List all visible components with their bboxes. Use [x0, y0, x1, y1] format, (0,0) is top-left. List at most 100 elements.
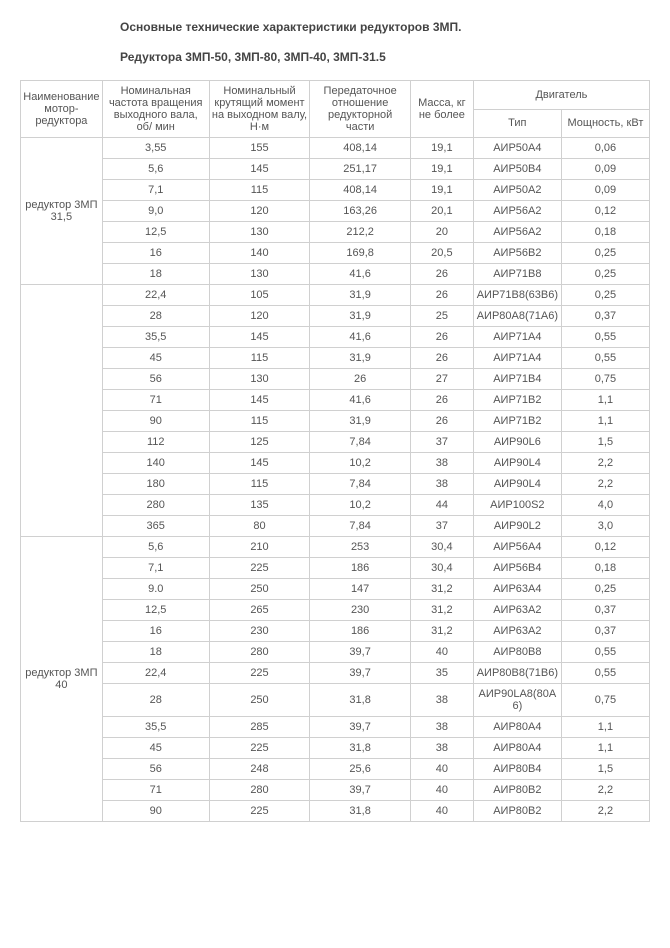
cell-mass: 35	[410, 663, 473, 684]
cell-power: 1,1	[561, 390, 649, 411]
cell-type: АИР90L2	[473, 516, 561, 537]
cell-mass: 26	[410, 390, 473, 411]
table-row: 4522531,838АИР80А41,1	[21, 738, 650, 759]
cell-ratio: 31,8	[310, 684, 411, 717]
cell-type: АИР80А8(71А6)	[473, 306, 561, 327]
cell-freq: 7,1	[102, 558, 209, 579]
col-freq: Номинальная частота вращения выходного в…	[102, 81, 209, 138]
cell-mass: 30,4	[410, 558, 473, 579]
cell-torque: 130	[209, 264, 310, 285]
cell-type: АИР50А4	[473, 138, 561, 159]
cell-power: 1,5	[561, 759, 649, 780]
table-row: 35,528539,738АИР80А41,1	[21, 717, 650, 738]
cell-mass: 26	[410, 348, 473, 369]
cell-type: АИР71В8(63В6)	[473, 285, 561, 306]
cell-mass: 38	[410, 474, 473, 495]
cell-power: 0,75	[561, 684, 649, 717]
cell-type: АИР90L4	[473, 474, 561, 495]
cell-freq: 280	[102, 495, 209, 516]
cell-type: АИР63А2	[473, 621, 561, 642]
cell-mass: 20,5	[410, 243, 473, 264]
col-name: Наименование мотор-редуктора	[21, 81, 103, 138]
cell-freq: 35,5	[102, 717, 209, 738]
cell-power: 1,1	[561, 738, 649, 759]
cell-torque: 145	[209, 453, 310, 474]
cell-power: 0,55	[561, 642, 649, 663]
table-row: 5624825,640АИР80В41,5	[21, 759, 650, 780]
table-row: 5,6145251,1719,1АИР50В40,09	[21, 159, 650, 180]
cell-torque: 145	[209, 159, 310, 180]
cell-torque: 225	[209, 801, 310, 822]
page-subtitle: Редуктора 3МП-50, 3МП-80, 3МП-40, 3МП-31…	[20, 50, 650, 64]
cell-type: АИР90L6	[473, 432, 561, 453]
cell-torque: 225	[209, 558, 310, 579]
cell-torque: 140	[209, 243, 310, 264]
cell-type: АИР71В2	[473, 390, 561, 411]
cell-freq: 90	[102, 411, 209, 432]
cell-type: АИР56А2	[473, 222, 561, 243]
cell-type: АИР80В8	[473, 642, 561, 663]
cell-freq: 3,55	[102, 138, 209, 159]
table-row: 7,1115408,1419,1АИР50А20,09	[21, 180, 650, 201]
cell-power: 0,12	[561, 537, 649, 558]
cell-torque: 145	[209, 327, 310, 348]
table-row: 9011531,926АИР71В21,1	[21, 411, 650, 432]
specs-table: Наименование мотор-редуктора Номинальная…	[20, 80, 650, 822]
cell-ratio: 41,6	[310, 327, 411, 348]
cell-freq: 28	[102, 306, 209, 327]
cell-power: 4,0	[561, 495, 649, 516]
cell-type: АИР80В2	[473, 801, 561, 822]
cell-freq: 9.0	[102, 579, 209, 600]
col-engine-type: Тип	[473, 109, 561, 138]
cell-power: 0,25	[561, 579, 649, 600]
cell-ratio: 253	[310, 537, 411, 558]
cell-mass: 26	[410, 411, 473, 432]
cell-torque: 210	[209, 537, 310, 558]
cell-mass: 26	[410, 264, 473, 285]
cell-power: 0,25	[561, 243, 649, 264]
cell-mass: 31,2	[410, 621, 473, 642]
cell-type: АИР56А4	[473, 537, 561, 558]
cell-freq: 28	[102, 684, 209, 717]
cell-power: 0,37	[561, 600, 649, 621]
cell-mass: 40	[410, 759, 473, 780]
cell-freq: 5,6	[102, 159, 209, 180]
cell-ratio: 251,17	[310, 159, 411, 180]
cell-type: АИР71В8	[473, 264, 561, 285]
cell-torque: 115	[209, 180, 310, 201]
cell-ratio: 41,6	[310, 264, 411, 285]
cell-freq: 140	[102, 453, 209, 474]
col-engine-power: Мощность, кВт	[561, 109, 649, 138]
cell-torque: 230	[209, 621, 310, 642]
cell-mass: 19,1	[410, 159, 473, 180]
cell-torque: 225	[209, 738, 310, 759]
table-row: 28013510,244АИР100S24,0	[21, 495, 650, 516]
cell-ratio: 408,14	[310, 138, 411, 159]
table-row: 7128039,740АИР80В22,2	[21, 780, 650, 801]
table-row: 7114541,626АИР71В21,1	[21, 390, 650, 411]
table-row: 9.025014731,2АИР63А40,25	[21, 579, 650, 600]
cell-freq: 22,4	[102, 663, 209, 684]
cell-power: 0,09	[561, 180, 649, 201]
cell-ratio: 186	[310, 558, 411, 579]
cell-power: 0,55	[561, 663, 649, 684]
cell-power: 0,18	[561, 222, 649, 243]
cell-mass: 38	[410, 684, 473, 717]
cell-ratio: 31,9	[310, 348, 411, 369]
cell-power: 0,75	[561, 369, 649, 390]
cell-type: АИР80В2	[473, 780, 561, 801]
table-row: 7,122518630,4АИР56В40,18	[21, 558, 650, 579]
cell-type: АИР50В4	[473, 159, 561, 180]
cell-power: 0,37	[561, 621, 649, 642]
cell-ratio: 25,6	[310, 759, 411, 780]
cell-mass: 37	[410, 516, 473, 537]
table-row: 16140169,820,5АИР56В20,25	[21, 243, 650, 264]
cell-freq: 180	[102, 474, 209, 495]
cell-type: АИР71В2	[473, 411, 561, 432]
cell-type: АИР80В4	[473, 759, 561, 780]
cell-mass: 26	[410, 285, 473, 306]
cell-power: 0,55	[561, 348, 649, 369]
cell-ratio: 39,7	[310, 780, 411, 801]
table-row: 1121257,8437АИР90L61,5	[21, 432, 650, 453]
cell-ratio: 31,8	[310, 738, 411, 759]
